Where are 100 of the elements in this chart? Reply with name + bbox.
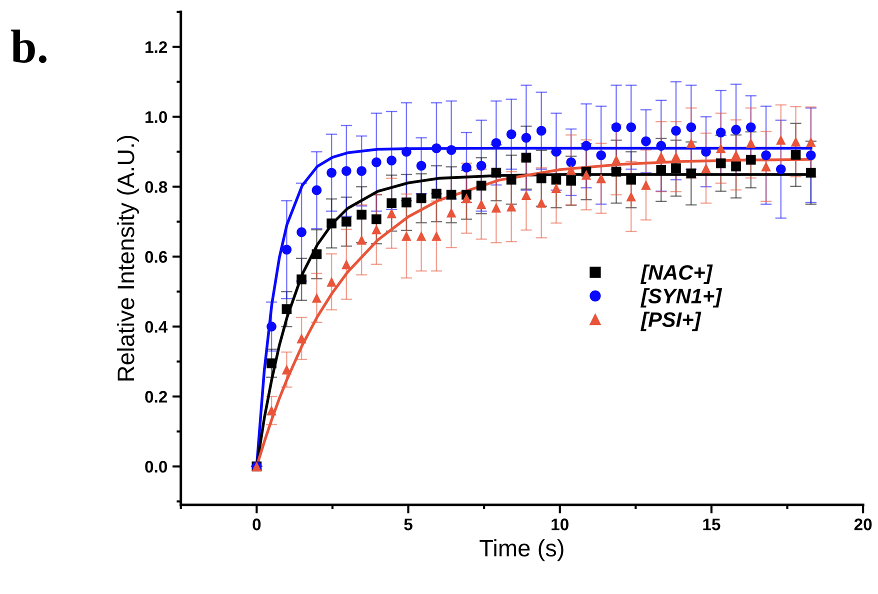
- point: [326, 276, 336, 287]
- y-tick-label: 1.0: [146, 111, 167, 123]
- point: [416, 160, 426, 171]
- point: [776, 134, 786, 145]
- point: [716, 158, 726, 168]
- point: [356, 234, 366, 245]
- point: [701, 146, 711, 157]
- point: [506, 129, 516, 140]
- y-axis-title: Relative Intensity (A.U.): [116, 136, 139, 380]
- point: [282, 364, 292, 374]
- point: [326, 218, 336, 228]
- point: [506, 174, 516, 185]
- point: [312, 185, 322, 196]
- point: [432, 231, 442, 241]
- point: [761, 150, 771, 160]
- point: [521, 132, 532, 143]
- legend-label: [NAC+]: [640, 264, 713, 284]
- point: [806, 150, 816, 160]
- legend-label: [SYN1+]: [640, 288, 722, 308]
- x-axis-title: Time (s): [480, 539, 564, 562]
- point: [746, 122, 756, 132]
- point: [536, 126, 546, 136]
- y-tick-label: 0.4: [145, 320, 168, 333]
- point: [551, 146, 562, 157]
- point: [266, 406, 276, 416]
- point: [790, 150, 801, 160]
- point: [806, 137, 816, 147]
- point: [626, 174, 636, 185]
- legend-label: [PSI+]: [640, 312, 702, 332]
- point: [671, 126, 681, 136]
- point: [312, 292, 322, 303]
- point: [656, 165, 666, 175]
- point: [806, 168, 816, 178]
- x-tick-label: 0: [252, 518, 261, 530]
- point: [626, 192, 636, 202]
- point: [491, 168, 502, 178]
- point: [611, 122, 622, 132]
- point: [536, 173, 546, 184]
- point: [491, 138, 502, 148]
- point: [701, 163, 711, 174]
- point: [596, 150, 606, 160]
- point: [656, 152, 666, 162]
- point: [566, 176, 576, 186]
- point: [266, 322, 276, 332]
- y-tick-label: 0.8: [145, 181, 168, 193]
- y-tick-label: 1.2: [146, 41, 168, 53]
- point: [746, 138, 756, 148]
- point: [296, 227, 306, 238]
- point: [402, 146, 412, 157]
- point: [790, 136, 801, 147]
- point: [671, 163, 681, 174]
- point: [266, 358, 276, 368]
- x-tick-label: 20: [854, 518, 872, 530]
- point: [386, 156, 397, 166]
- point: [296, 274, 306, 284]
- point: [342, 166, 352, 176]
- point: [521, 190, 532, 200]
- point: [566, 157, 576, 168]
- point: [551, 174, 562, 185]
- point: [312, 249, 322, 260]
- point: [476, 160, 486, 171]
- point: [386, 208, 397, 218]
- x-tick-label: 15: [703, 518, 720, 530]
- point: [356, 210, 366, 220]
- point: [491, 202, 502, 213]
- point: [342, 216, 352, 227]
- point: [446, 190, 456, 200]
- point: [716, 128, 726, 138]
- point: [731, 162, 741, 172]
- point: [626, 122, 636, 132]
- point: [462, 193, 472, 204]
- point: [296, 334, 306, 344]
- point: [611, 154, 622, 165]
- point: [686, 138, 696, 148]
- point: [402, 231, 412, 241]
- y-tick-label: 0.2: [145, 390, 168, 403]
- point: [402, 198, 412, 208]
- point: [462, 162, 472, 172]
- point: [326, 168, 336, 178]
- point: [432, 188, 442, 199]
- point: [656, 140, 666, 151]
- point: [476, 199, 486, 210]
- point: [776, 164, 786, 174]
- point: [761, 162, 771, 172]
- point: [746, 154, 756, 165]
- point: [611, 166, 622, 177]
- y-tick-label: 0.0: [145, 460, 167, 473]
- point: [566, 165, 576, 175]
- point: [686, 122, 696, 132]
- point: [716, 143, 726, 154]
- point: [372, 214, 382, 224]
- point: [282, 304, 292, 314]
- point: [342, 259, 352, 270]
- point: [551, 183, 562, 194]
- point: [506, 202, 516, 212]
- point: [641, 136, 651, 146]
- point: [731, 124, 741, 135]
- point: [731, 150, 741, 160]
- point: [581, 170, 592, 180]
- point: [432, 143, 442, 154]
